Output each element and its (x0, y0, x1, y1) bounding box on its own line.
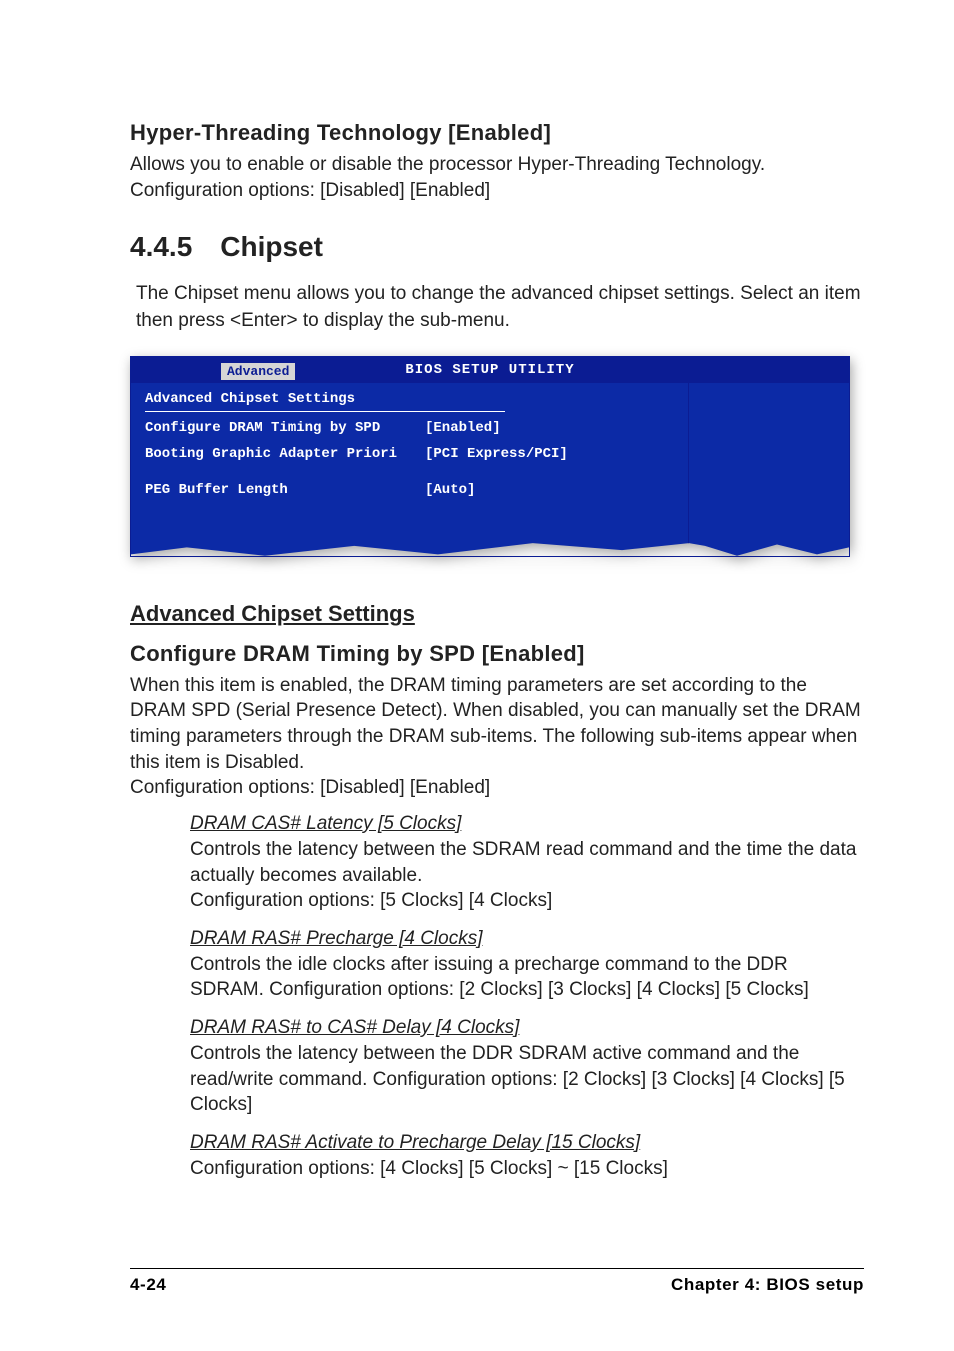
bios-line-1-value: [PCI Express/PCI] (425, 446, 568, 462)
body-hyperthreading: Allows you to enable or disable the proc… (130, 152, 864, 203)
heading-advanced-chipset-settings: Advanced Chipset Settings (130, 601, 864, 627)
subitem-0: DRAM CAS# Latency [5 Clocks] Controls th… (130, 813, 864, 914)
subitem-2: DRAM RAS# to CAS# Delay [4 Clocks] Contr… (130, 1017, 864, 1118)
bios-line-2-value: [Auto] (425, 482, 475, 498)
subitem-3-title: DRAM RAS# Activate to Precharge Delay [1… (190, 1132, 864, 1154)
bios-line-1-label: Booting Graphic Adapter Priori (145, 446, 425, 462)
subitem-1: DRAM RAS# Precharge [4 Clocks] Controls … (130, 928, 864, 1003)
heading-chipset-row: 4.4.5 Chipset (130, 231, 864, 263)
bios-line-2-label: PEG Buffer Length (145, 482, 425, 498)
bios-right-pane (689, 383, 849, 528)
bios-titlebar: BIOS SETUP UTILITY Advanced (131, 357, 849, 383)
heading-chipset-number: 4.4.5 (130, 231, 192, 263)
bios-bottom-curve-left (131, 528, 689, 556)
footer-chapter: Chapter 4: BIOS setup (671, 1275, 864, 1295)
bios-bottom-curve-right (689, 528, 849, 556)
bios-window: BIOS SETUP UTILITY Advanced Advanced Chi… (130, 356, 850, 557)
bios-bottom-curve-row (131, 528, 849, 556)
body-configure-dram: When this item is enabled, the DRAM timi… (130, 673, 864, 801)
bios-divider (145, 411, 505, 412)
bios-left-pane: Advanced Chipset Settings Configure DRAM… (131, 383, 689, 528)
subitem-2-body: Controls the latency between the DDR SDR… (190, 1041, 864, 1118)
bios-line-0-label: Configure DRAM Timing by SPD (145, 420, 425, 436)
bios-body: Advanced Chipset Settings Configure DRAM… (131, 383, 849, 528)
subitem-2-title: DRAM RAS# to CAS# Delay [4 Clocks] (190, 1017, 864, 1039)
subitem-0-title: DRAM CAS# Latency [5 Clocks] (190, 813, 864, 835)
bios-line-0-value: [Enabled] (425, 420, 501, 436)
bios-screenshot: BIOS SETUP UTILITY Advanced Advanced Chi… (130, 356, 850, 557)
subitem-0-body: Controls the latency between the SDRAM r… (190, 837, 864, 914)
subitem-1-title: DRAM RAS# Precharge [4 Clocks] (190, 928, 864, 950)
chipset-intro: The Chipset menu allows you to change th… (130, 281, 864, 333)
bios-line-1: Booting Graphic Adapter Priori [PCI Expr… (145, 446, 674, 462)
bios-line-2: PEG Buffer Length [Auto] (145, 482, 674, 498)
subitem-3: DRAM RAS# Activate to Precharge Delay [1… (130, 1132, 864, 1182)
bios-section-heading: Advanced Chipset Settings (145, 391, 674, 407)
footer-row: 4-24 Chapter 4: BIOS setup (130, 1275, 864, 1295)
heading-configure-dram: Configure DRAM Timing by SPD [Enabled] (130, 641, 864, 667)
page-footer: 4-24 Chapter 4: BIOS setup (130, 1268, 864, 1295)
subitem-1-body: Controls the idle clocks after issuing a… (190, 952, 864, 1003)
bios-line-0: Configure DRAM Timing by SPD [Enabled] (145, 420, 674, 436)
heading-chipset-title: Chipset (220, 231, 323, 263)
heading-hyperthreading: Hyper-Threading Technology [Enabled] (130, 120, 864, 146)
footer-page-number: 4-24 (130, 1275, 166, 1295)
footer-rule (130, 1268, 864, 1269)
page: Hyper-Threading Technology [Enabled] All… (0, 0, 954, 1351)
bios-tab-advanced: Advanced (221, 363, 295, 380)
subitem-3-body: Configuration options: [4 Clocks] [5 Clo… (190, 1156, 864, 1182)
